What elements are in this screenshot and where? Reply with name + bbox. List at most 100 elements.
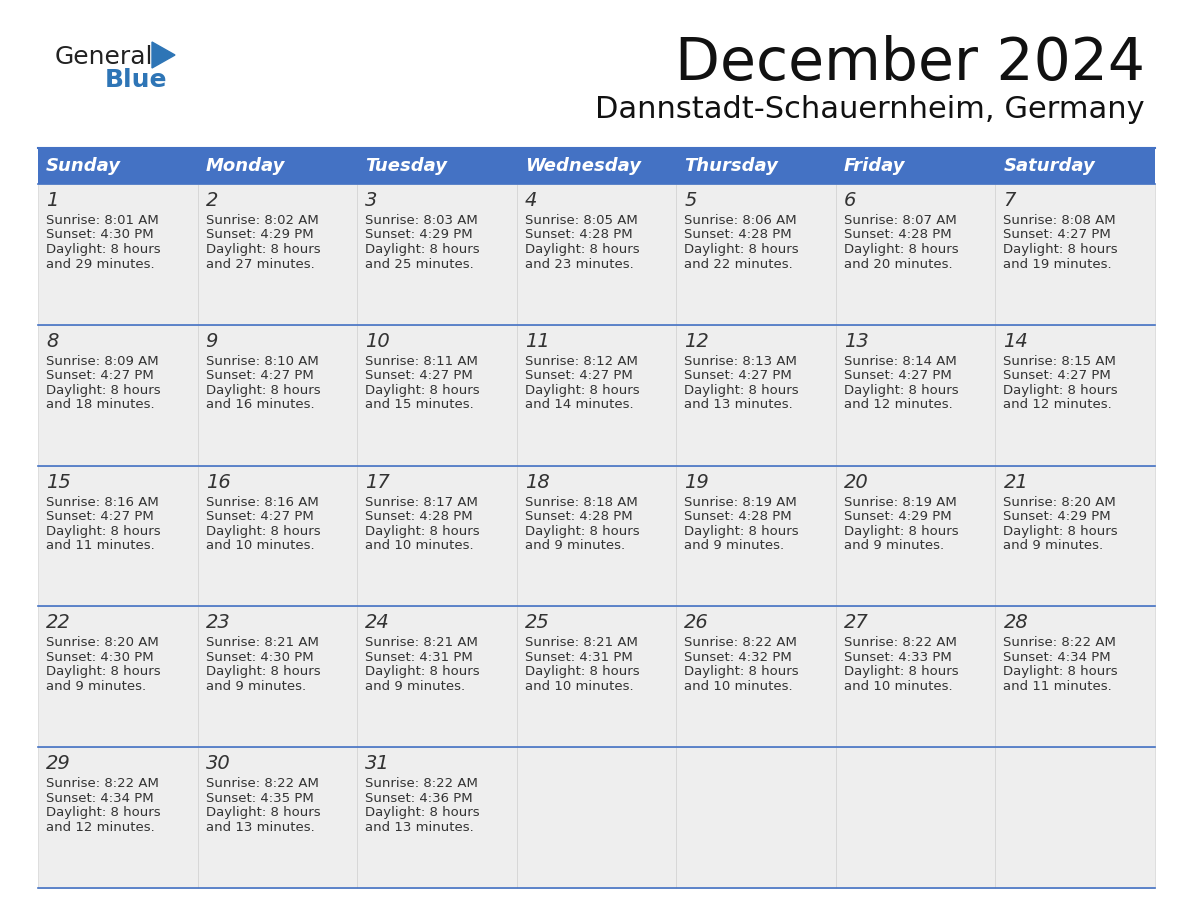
Text: Sunrise: 8:22 AM: Sunrise: 8:22 AM bbox=[46, 778, 159, 790]
Text: Sunset: 4:29 PM: Sunset: 4:29 PM bbox=[365, 229, 473, 241]
Text: Sunrise: 8:21 AM: Sunrise: 8:21 AM bbox=[206, 636, 318, 649]
Text: Daylight: 8 hours: Daylight: 8 hours bbox=[206, 243, 321, 256]
Text: 26: 26 bbox=[684, 613, 709, 633]
Text: Sunrise: 8:18 AM: Sunrise: 8:18 AM bbox=[525, 496, 638, 509]
Text: Sunrise: 8:10 AM: Sunrise: 8:10 AM bbox=[206, 354, 318, 368]
Text: and 18 minutes.: and 18 minutes. bbox=[46, 398, 154, 411]
Text: 8: 8 bbox=[46, 331, 58, 351]
Text: Sunrise: 8:19 AM: Sunrise: 8:19 AM bbox=[684, 496, 797, 509]
Text: Sunset: 4:36 PM: Sunset: 4:36 PM bbox=[365, 791, 473, 805]
Text: Daylight: 8 hours: Daylight: 8 hours bbox=[684, 243, 798, 256]
Text: and 13 minutes.: and 13 minutes. bbox=[684, 398, 794, 411]
Text: 9: 9 bbox=[206, 331, 217, 351]
Bar bbox=[197, 184, 358, 325]
Text: Sunrise: 8:22 AM: Sunrise: 8:22 AM bbox=[843, 636, 956, 649]
Text: Blue: Blue bbox=[105, 68, 168, 92]
Bar bbox=[358, 148, 517, 184]
Text: Sunset: 4:31 PM: Sunset: 4:31 PM bbox=[365, 651, 473, 664]
Bar bbox=[996, 607, 1155, 747]
Bar bbox=[836, 184, 996, 325]
Text: Sunrise: 8:07 AM: Sunrise: 8:07 AM bbox=[843, 214, 956, 227]
Text: and 9 minutes.: and 9 minutes. bbox=[46, 680, 146, 693]
Text: Daylight: 8 hours: Daylight: 8 hours bbox=[46, 806, 160, 819]
Text: Sunrise: 8:22 AM: Sunrise: 8:22 AM bbox=[684, 636, 797, 649]
Text: 15: 15 bbox=[46, 473, 71, 492]
Text: Daylight: 8 hours: Daylight: 8 hours bbox=[46, 243, 160, 256]
Text: Sunset: 4:29 PM: Sunset: 4:29 PM bbox=[206, 229, 314, 241]
Text: and 16 minutes.: and 16 minutes. bbox=[206, 398, 314, 411]
Bar bbox=[358, 184, 517, 325]
Bar bbox=[517, 607, 676, 747]
Text: and 9 minutes.: and 9 minutes. bbox=[1004, 539, 1104, 552]
Bar bbox=[197, 325, 358, 465]
Text: 30: 30 bbox=[206, 755, 230, 773]
Bar bbox=[676, 465, 836, 607]
Text: Daylight: 8 hours: Daylight: 8 hours bbox=[843, 384, 959, 397]
Bar bbox=[358, 325, 517, 465]
Text: Sunset: 4:27 PM: Sunset: 4:27 PM bbox=[525, 369, 632, 382]
Bar bbox=[517, 325, 676, 465]
Text: Daylight: 8 hours: Daylight: 8 hours bbox=[843, 524, 959, 538]
Text: Sunset: 4:28 PM: Sunset: 4:28 PM bbox=[525, 510, 632, 523]
Text: Sunrise: 8:14 AM: Sunrise: 8:14 AM bbox=[843, 354, 956, 368]
Bar bbox=[38, 747, 197, 888]
Text: Daylight: 8 hours: Daylight: 8 hours bbox=[206, 806, 321, 819]
Text: Sunrise: 8:21 AM: Sunrise: 8:21 AM bbox=[365, 636, 478, 649]
Bar bbox=[996, 747, 1155, 888]
Text: Daylight: 8 hours: Daylight: 8 hours bbox=[525, 524, 639, 538]
Text: Daylight: 8 hours: Daylight: 8 hours bbox=[843, 666, 959, 678]
Bar bbox=[197, 747, 358, 888]
Text: and 10 minutes.: and 10 minutes. bbox=[525, 680, 633, 693]
Bar bbox=[676, 148, 836, 184]
Text: and 20 minutes.: and 20 minutes. bbox=[843, 258, 953, 271]
Bar bbox=[676, 325, 836, 465]
Text: and 13 minutes.: and 13 minutes. bbox=[206, 821, 315, 834]
Text: 17: 17 bbox=[365, 473, 390, 492]
Text: Sunset: 4:27 PM: Sunset: 4:27 PM bbox=[365, 369, 473, 382]
Text: and 15 minutes.: and 15 minutes. bbox=[365, 398, 474, 411]
Bar bbox=[38, 148, 197, 184]
Text: 13: 13 bbox=[843, 331, 868, 351]
Text: 29: 29 bbox=[46, 755, 71, 773]
Text: Wednesday: Wednesday bbox=[525, 157, 640, 175]
Bar bbox=[38, 607, 197, 747]
Bar bbox=[38, 325, 197, 465]
Text: Daylight: 8 hours: Daylight: 8 hours bbox=[1004, 384, 1118, 397]
Text: Sunrise: 8:01 AM: Sunrise: 8:01 AM bbox=[46, 214, 159, 227]
Text: 23: 23 bbox=[206, 613, 230, 633]
Text: Sunset: 4:27 PM: Sunset: 4:27 PM bbox=[843, 369, 952, 382]
Text: 10: 10 bbox=[365, 331, 390, 351]
Bar bbox=[358, 465, 517, 607]
Text: Sunrise: 8:19 AM: Sunrise: 8:19 AM bbox=[843, 496, 956, 509]
Text: and 13 minutes.: and 13 minutes. bbox=[365, 821, 474, 834]
Text: Sunset: 4:34 PM: Sunset: 4:34 PM bbox=[46, 791, 153, 805]
Text: and 10 minutes.: and 10 minutes. bbox=[684, 680, 792, 693]
Text: and 19 minutes.: and 19 minutes. bbox=[1004, 258, 1112, 271]
Text: Sunrise: 8:22 AM: Sunrise: 8:22 AM bbox=[206, 778, 318, 790]
Bar bbox=[517, 148, 676, 184]
Text: Sunday: Sunday bbox=[46, 157, 121, 175]
Text: Sunset: 4:28 PM: Sunset: 4:28 PM bbox=[684, 510, 792, 523]
Bar bbox=[676, 607, 836, 747]
Text: Sunrise: 8:05 AM: Sunrise: 8:05 AM bbox=[525, 214, 638, 227]
Text: Daylight: 8 hours: Daylight: 8 hours bbox=[1004, 666, 1118, 678]
Text: Daylight: 8 hours: Daylight: 8 hours bbox=[684, 524, 798, 538]
Text: and 9 minutes.: and 9 minutes. bbox=[843, 539, 944, 552]
Bar bbox=[996, 325, 1155, 465]
Text: 27: 27 bbox=[843, 613, 868, 633]
Text: 11: 11 bbox=[525, 331, 550, 351]
Text: 6: 6 bbox=[843, 191, 857, 210]
Text: and 12 minutes.: and 12 minutes. bbox=[1004, 398, 1112, 411]
Text: and 22 minutes.: and 22 minutes. bbox=[684, 258, 794, 271]
Text: and 14 minutes.: and 14 minutes. bbox=[525, 398, 633, 411]
Text: Sunset: 4:29 PM: Sunset: 4:29 PM bbox=[843, 510, 952, 523]
Text: Saturday: Saturday bbox=[1004, 157, 1095, 175]
Text: and 12 minutes.: and 12 minutes. bbox=[46, 821, 154, 834]
Text: Daylight: 8 hours: Daylight: 8 hours bbox=[206, 384, 321, 397]
Text: and 9 minutes.: and 9 minutes. bbox=[684, 539, 784, 552]
Text: December 2024: December 2024 bbox=[675, 35, 1145, 92]
Text: Sunrise: 8:09 AM: Sunrise: 8:09 AM bbox=[46, 354, 159, 368]
Text: Daylight: 8 hours: Daylight: 8 hours bbox=[46, 384, 160, 397]
Text: Sunset: 4:27 PM: Sunset: 4:27 PM bbox=[46, 369, 153, 382]
Bar bbox=[836, 607, 996, 747]
